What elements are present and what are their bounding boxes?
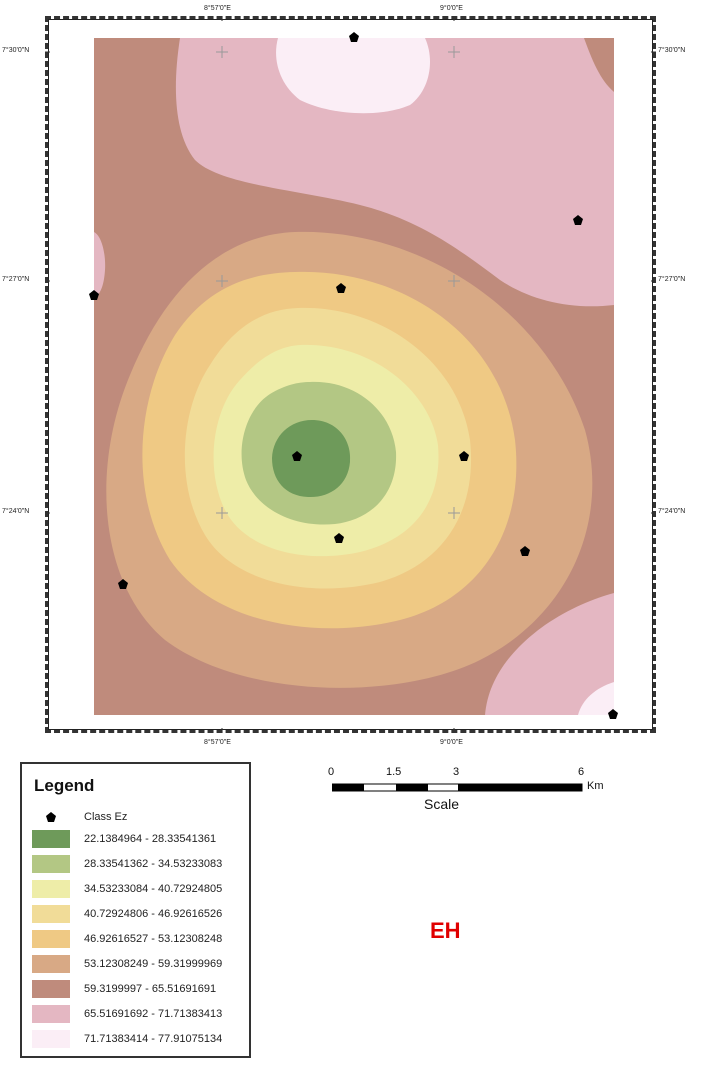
zone-left-pink xyxy=(94,232,106,298)
legend-class-label: 59.3199997 - 65.51691691 xyxy=(84,983,217,995)
scale-title: Scale xyxy=(424,796,460,812)
legend-box: Legend Class Ez 22.1384964 - 28.33541361… xyxy=(20,762,251,1058)
zone-bottom-right-pink xyxy=(485,593,614,715)
axis-left-label: 7°30'0"N xyxy=(2,47,30,54)
legend-swatch xyxy=(32,930,70,948)
axis-top-label: 8°57'0"E xyxy=(204,5,231,12)
legend-class-row: 71.71383414 - 77.91075134 xyxy=(32,1030,247,1050)
axis-right-label: 7°24'0"N xyxy=(658,508,686,515)
legend-class-label: 28.33541362 - 34.53233083 xyxy=(84,858,223,870)
legend-swatch xyxy=(32,905,70,923)
frame-ticks xyxy=(45,16,656,733)
axis-bottom-label: 9°0'0"E xyxy=(440,739,463,746)
legend-swatch xyxy=(32,1005,70,1023)
legend-class-row: 65.51691692 - 71.71383413 xyxy=(32,1005,247,1025)
legend-title: Legend xyxy=(34,776,95,795)
axis-left-label: 7°27'0"N xyxy=(2,276,30,283)
map-canvas xyxy=(45,16,656,733)
legend-class-label: 46.92616527 - 53.12308248 xyxy=(84,933,223,945)
legend-class-row: 53.12308249 - 59.31999969 xyxy=(32,955,247,975)
legend-swatch xyxy=(32,955,70,973)
sample-point-icon xyxy=(118,579,128,589)
legend-swatch xyxy=(32,830,70,848)
scale-tick-label: 0 xyxy=(328,766,335,778)
graticule xyxy=(216,46,460,519)
zone-65-71-top xyxy=(175,38,614,307)
legend-class-row: 46.92616527 - 53.12308248 xyxy=(32,930,247,950)
sample-point-icon xyxy=(292,451,302,461)
scale-bar: 0 1.5 3 6 Km Scale xyxy=(320,762,620,822)
legend-class-label: 34.53233084 - 40.72924805 xyxy=(84,883,223,895)
legend-point-row: Class Ez xyxy=(32,808,247,828)
legend-class-label: 65.51691692 - 71.71383413 xyxy=(84,1008,223,1020)
scale-bar-graphic xyxy=(332,783,583,792)
legend-class-row: 59.3199997 - 65.51691691 xyxy=(32,980,247,1000)
sample-point-icon xyxy=(520,546,530,556)
axis-top-label: 9°0'0"E xyxy=(440,5,463,12)
sample-point-icon xyxy=(334,533,344,543)
scale-tick-label: 3 xyxy=(453,766,460,778)
legend-class-label: 40.72924806 - 46.92616526 xyxy=(84,908,223,920)
sample-point-icon xyxy=(573,215,583,225)
legend-swatch xyxy=(32,980,70,998)
legend-swatch xyxy=(32,1030,70,1048)
legend-swatch xyxy=(32,880,70,898)
axis-right-label: 7°30'0"N xyxy=(658,47,686,54)
sample-point-icon xyxy=(336,283,346,293)
sample-point-icon xyxy=(349,32,359,42)
sample-point-icon xyxy=(608,709,618,719)
legend-class-label: 71.71383414 - 77.91075134 xyxy=(84,1033,223,1045)
scale-tick-label: 1.5 xyxy=(386,766,402,778)
legend-class-row: 34.53233084 - 40.72924805 xyxy=(32,880,247,900)
sample-point-icon xyxy=(459,451,469,461)
scale-unit: Km xyxy=(587,780,604,792)
zone-71-77-top xyxy=(276,38,430,114)
panel-label: EH xyxy=(430,918,461,943)
axis-right-label: 7°27'0"N xyxy=(658,276,686,283)
legend-point-label: Class Ez xyxy=(84,811,128,823)
sample-points xyxy=(89,32,618,719)
zone-bottom-right-light xyxy=(578,682,614,715)
legend-class-row: 40.72924806 - 46.92616526 xyxy=(32,905,247,925)
contour-layer xyxy=(94,38,614,715)
sample-point-icon xyxy=(89,290,99,300)
legend-class-row: 28.33541362 - 34.53233083 xyxy=(32,855,247,875)
legend-class-row: 22.1384964 - 28.33541361 xyxy=(32,830,247,850)
scale-tick-label: 6 xyxy=(578,766,585,778)
zone-22-28 xyxy=(272,420,351,498)
zone-top-right-corner xyxy=(584,38,614,92)
legend-swatch xyxy=(32,855,70,873)
legend-class-label: 53.12308249 - 59.31999969 xyxy=(84,958,223,970)
axis-left-label: 7°24'0"N xyxy=(2,508,30,515)
axis-bottom-label: 8°57'0"E xyxy=(204,739,231,746)
sample-point-icon xyxy=(46,812,56,822)
legend-class-label: 22.1384964 - 28.33541361 xyxy=(84,833,217,845)
map-frame-border xyxy=(48,19,653,730)
